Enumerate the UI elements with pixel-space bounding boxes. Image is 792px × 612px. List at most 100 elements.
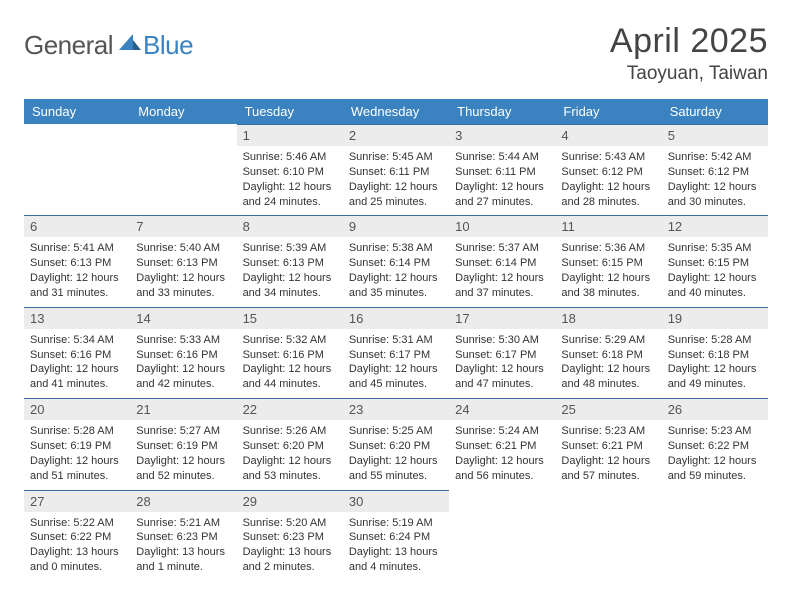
calendar-page: General Blue April 2025 Taoyuan, Taiwan … [0,0,792,612]
day-details: Sunrise: 5:24 AMSunset: 6:21 PMDaylight:… [449,420,555,489]
daylight-text: Daylight: 12 hours and 35 minutes. [349,271,443,301]
sunset-text: Sunset: 6:12 PM [668,165,762,180]
calendar-day-cell: 18Sunrise: 5:29 AMSunset: 6:18 PMDayligh… [555,307,661,398]
calendar-day-cell [24,124,130,215]
day-number: 26 [662,398,768,420]
weekday-header: Monday [130,99,236,124]
day-number: 13 [24,307,130,329]
sunset-text: Sunset: 6:23 PM [136,530,230,545]
sunset-text: Sunset: 6:16 PM [136,348,230,363]
day-number: 19 [662,307,768,329]
daylight-text: Daylight: 12 hours and 38 minutes. [561,271,655,301]
day-details: Sunrise: 5:39 AMSunset: 6:13 PMDaylight:… [237,237,343,306]
brand-mark-icon [119,34,141,55]
daylight-text: Daylight: 12 hours and 37 minutes. [455,271,549,301]
sunset-text: Sunset: 6:20 PM [243,439,337,454]
day-number [662,490,768,512]
sunrise-text: Sunrise: 5:38 AM [349,241,443,256]
daylight-text: Daylight: 12 hours and 30 minutes. [668,180,762,210]
calendar-day-cell [130,124,236,215]
day-number: 16 [343,307,449,329]
sunrise-text: Sunrise: 5:33 AM [136,333,230,348]
day-number: 7 [130,215,236,237]
day-number: 1 [237,124,343,146]
sunrise-text: Sunrise: 5:45 AM [349,150,443,165]
calendar-day-cell: 5Sunrise: 5:42 AMSunset: 6:12 PMDaylight… [662,124,768,215]
sunrise-text: Sunrise: 5:23 AM [561,424,655,439]
day-details: Sunrise: 5:34 AMSunset: 6:16 PMDaylight:… [24,329,130,398]
daylight-text: Daylight: 12 hours and 31 minutes. [30,271,124,301]
daylight-text: Daylight: 12 hours and 33 minutes. [136,271,230,301]
calendar-day-cell: 4Sunrise: 5:43 AMSunset: 6:12 PMDaylight… [555,124,661,215]
calendar-day-cell [662,490,768,581]
day-details: Sunrise: 5:32 AMSunset: 6:16 PMDaylight:… [237,329,343,398]
daylight-text: Daylight: 12 hours and 48 minutes. [561,362,655,392]
sunset-text: Sunset: 6:19 PM [136,439,230,454]
daylight-text: Daylight: 12 hours and 41 minutes. [30,362,124,392]
title-block: April 2025 Taoyuan, Taiwan [610,22,768,85]
calendar-day-cell: 10Sunrise: 5:37 AMSunset: 6:14 PMDayligh… [449,215,555,306]
daylight-text: Daylight: 12 hours and 47 minutes. [455,362,549,392]
day-details: Sunrise: 5:28 AMSunset: 6:18 PMDaylight:… [662,329,768,398]
sunset-text: Sunset: 6:22 PM [668,439,762,454]
weekday-header: Friday [555,99,661,124]
day-details: Sunrise: 5:38 AMSunset: 6:14 PMDaylight:… [343,237,449,306]
day-details: Sunrise: 5:31 AMSunset: 6:17 PMDaylight:… [343,329,449,398]
sunrise-text: Sunrise: 5:43 AM [561,150,655,165]
day-number: 23 [343,398,449,420]
daylight-text: Daylight: 12 hours and 40 minutes. [668,271,762,301]
day-details: Sunrise: 5:22 AMSunset: 6:22 PMDaylight:… [24,512,130,581]
calendar-week-row: 20Sunrise: 5:28 AMSunset: 6:19 PMDayligh… [24,398,768,489]
daylight-text: Daylight: 13 hours and 1 minute. [136,545,230,575]
day-details: Sunrise: 5:19 AMSunset: 6:24 PMDaylight:… [343,512,449,581]
calendar-week-row: 27Sunrise: 5:22 AMSunset: 6:22 PMDayligh… [24,490,768,581]
calendar-day-cell: 2Sunrise: 5:45 AMSunset: 6:11 PMDaylight… [343,124,449,215]
sunrise-text: Sunrise: 5:28 AM [30,424,124,439]
calendar-day-cell: 27Sunrise: 5:22 AMSunset: 6:22 PMDayligh… [24,490,130,581]
calendar-day-cell: 11Sunrise: 5:36 AMSunset: 6:15 PMDayligh… [555,215,661,306]
daylight-text: Daylight: 12 hours and 27 minutes. [455,180,549,210]
day-number: 20 [24,398,130,420]
weekday-header: Wednesday [343,99,449,124]
weekday-header-row: Sunday Monday Tuesday Wednesday Thursday… [24,99,768,124]
calendar-day-cell: 15Sunrise: 5:32 AMSunset: 6:16 PMDayligh… [237,307,343,398]
sunrise-text: Sunrise: 5:41 AM [30,241,124,256]
daylight-text: Daylight: 12 hours and 44 minutes. [243,362,337,392]
sunrise-text: Sunrise: 5:20 AM [243,516,337,531]
sunrise-text: Sunrise: 5:29 AM [561,333,655,348]
sunrise-text: Sunrise: 5:24 AM [455,424,549,439]
daylight-text: Daylight: 13 hours and 2 minutes. [243,545,337,575]
calendar-day-cell: 21Sunrise: 5:27 AMSunset: 6:19 PMDayligh… [130,398,236,489]
day-number: 28 [130,490,236,512]
daylight-text: Daylight: 12 hours and 24 minutes. [243,180,337,210]
calendar-table: Sunday Monday Tuesday Wednesday Thursday… [24,99,768,581]
sunset-text: Sunset: 6:14 PM [455,256,549,271]
sunrise-text: Sunrise: 5:42 AM [668,150,762,165]
sunrise-text: Sunrise: 5:22 AM [30,516,124,531]
sunset-text: Sunset: 6:16 PM [30,348,124,363]
day-details: Sunrise: 5:25 AMSunset: 6:20 PMDaylight:… [343,420,449,489]
daylight-text: Daylight: 12 hours and 57 minutes. [561,454,655,484]
daylight-text: Daylight: 12 hours and 45 minutes. [349,362,443,392]
daylight-text: Daylight: 12 hours and 42 minutes. [136,362,230,392]
day-number [449,490,555,512]
daylight-text: Daylight: 12 hours and 52 minutes. [136,454,230,484]
sunset-text: Sunset: 6:14 PM [349,256,443,271]
sunset-text: Sunset: 6:21 PM [455,439,549,454]
day-details: Sunrise: 5:36 AMSunset: 6:15 PMDaylight:… [555,237,661,306]
calendar-day-cell: 1Sunrise: 5:46 AMSunset: 6:10 PMDaylight… [237,124,343,215]
sunset-text: Sunset: 6:22 PM [30,530,124,545]
sunrise-text: Sunrise: 5:44 AM [455,150,549,165]
day-details: Sunrise: 5:40 AMSunset: 6:13 PMDaylight:… [130,237,236,306]
day-number: 24 [449,398,555,420]
sunset-text: Sunset: 6:11 PM [455,165,549,180]
day-number [130,124,236,146]
calendar-day-cell: 30Sunrise: 5:19 AMSunset: 6:24 PMDayligh… [343,490,449,581]
sunrise-text: Sunrise: 5:40 AM [136,241,230,256]
day-number: 25 [555,398,661,420]
sunrise-text: Sunrise: 5:39 AM [243,241,337,256]
sunset-text: Sunset: 6:15 PM [561,256,655,271]
daylight-text: Daylight: 13 hours and 4 minutes. [349,545,443,575]
day-details: Sunrise: 5:21 AMSunset: 6:23 PMDaylight:… [130,512,236,581]
day-number: 14 [130,307,236,329]
